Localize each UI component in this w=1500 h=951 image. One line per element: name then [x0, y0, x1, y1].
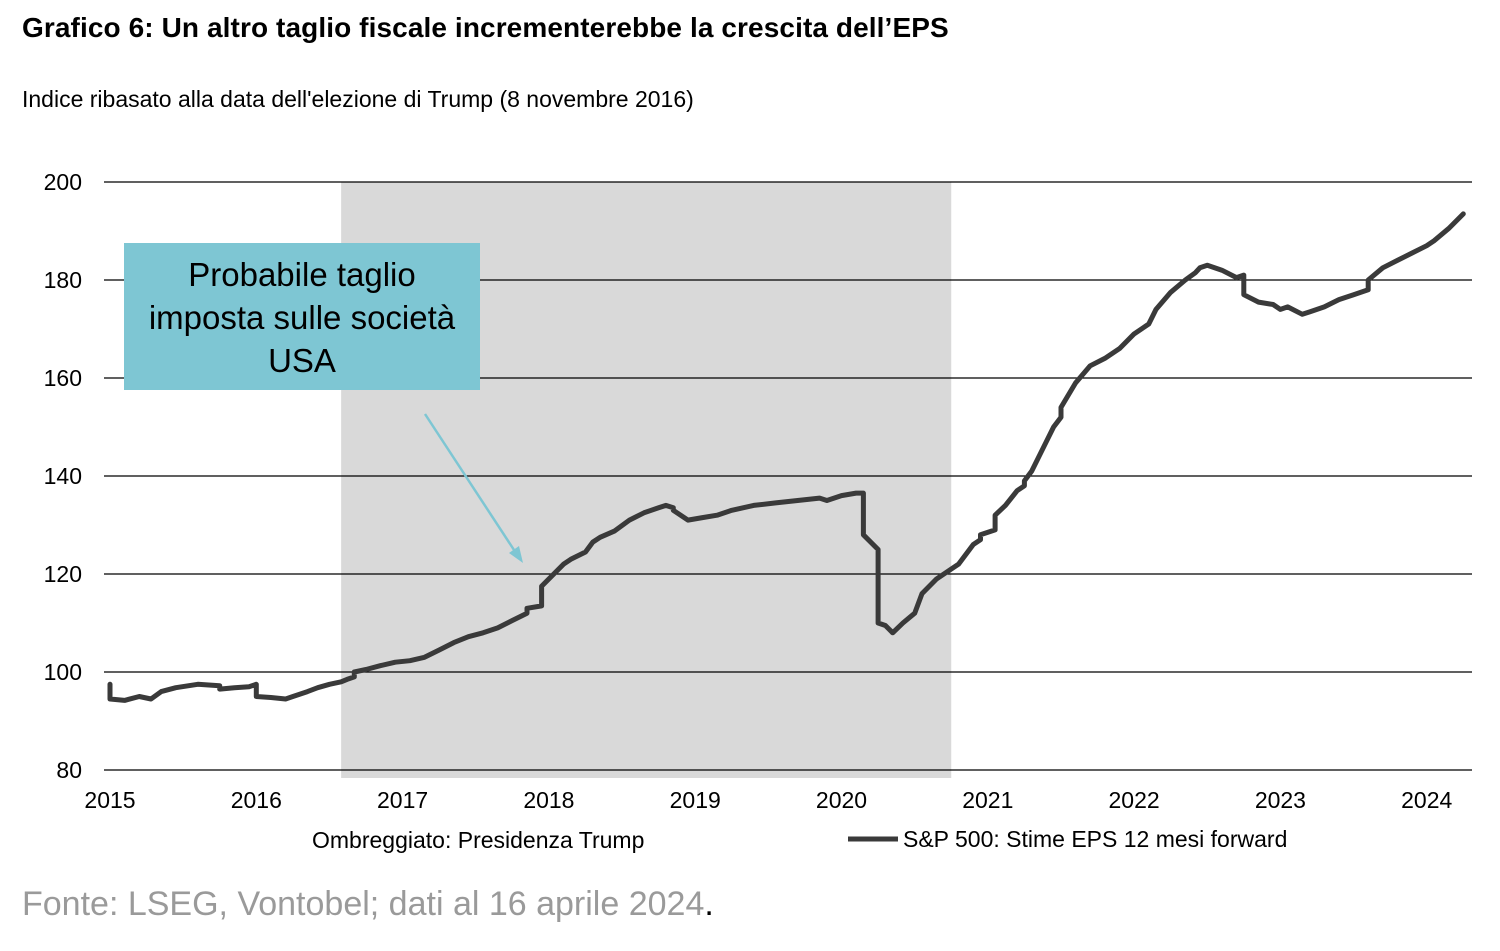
x-tick-label: 2024: [1401, 787, 1452, 813]
x-axis-tick-labels: 2015 2016 2017 2018 2019 2020 2021 2022 2023 2024: [84, 787, 1452, 813]
y-tick-label: 140: [44, 463, 82, 489]
y-tick-label: 160: [44, 365, 82, 391]
chart-title: Grafico 6: Un altro taglio fiscale incre…: [22, 12, 949, 43]
x-tick-label: 2021: [962, 787, 1013, 813]
x-tick-label: 2015: [84, 787, 135, 813]
y-tick-label: 120: [44, 561, 82, 587]
x-tick-label: 2016: [231, 787, 282, 813]
x-tick-label: 2020: [816, 787, 867, 813]
x-tick-label: 2017: [377, 787, 428, 813]
y-tick-label: 80: [56, 757, 82, 783]
y-tick-label: 200: [44, 169, 82, 195]
source-note: Fonte: LSEG, Vontobel; dati al 16 aprile…: [22, 885, 714, 924]
annotation-line-3: USA: [268, 342, 336, 379]
chart-subtitle: Indice ribasato alla data dell'elezione …: [22, 86, 694, 112]
y-tick-label: 180: [44, 267, 82, 293]
y-tick-label: 100: [44, 659, 82, 685]
x-tick-label: 2023: [1255, 787, 1306, 813]
x-tick-label: 2019: [670, 787, 721, 813]
annotation-line-1: Probabile taglio: [188, 256, 416, 293]
legend-shading-label: Ombreggiato: Presidenza Trump: [312, 827, 644, 853]
series-line-eps: [107, 211, 1466, 703]
annotation-line-2: imposta sulle società: [149, 299, 456, 336]
legend-series-label: S&P 500: Stime EPS 12 mesi forward: [903, 826, 1287, 852]
x-tick-label: 2018: [523, 787, 574, 813]
annotation-box: [124, 243, 480, 390]
source-period: .: [704, 885, 714, 923]
x-tick-label: 2022: [1109, 787, 1160, 813]
source-text: Fonte: LSEG, Vontobel; dati al 16 aprile…: [22, 885, 705, 923]
y-axis-tick-labels: 80 100 120 140 160 180 200: [44, 169, 82, 783]
annotation-arrowhead-icon: [509, 546, 523, 563]
annotation-arrow: [423, 413, 518, 554]
